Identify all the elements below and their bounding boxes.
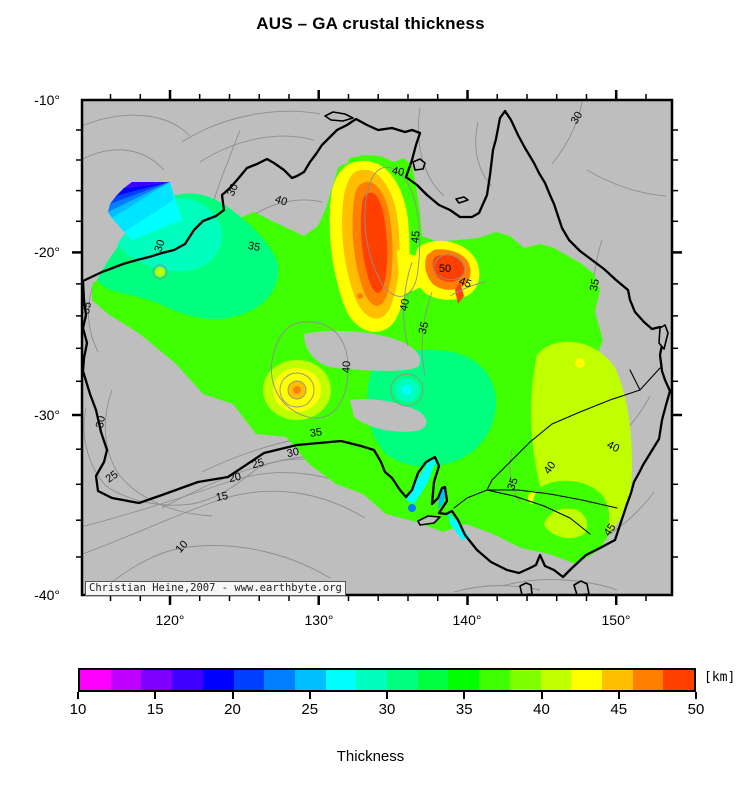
colorbar-tick (154, 692, 157, 699)
lon-label-150: 150° (601, 612, 631, 628)
lat-label-30: -30° (34, 407, 60, 423)
colorbar-title: Thickness (336, 748, 405, 765)
colorbar-segment (663, 670, 695, 690)
colorbar-segment (264, 670, 295, 690)
rivers (453, 367, 661, 535)
page-title: AUS – GA crustal thickness (256, 14, 485, 33)
lat-label-10: -10° (34, 92, 60, 108)
colorbar-unit: [km] (704, 670, 736, 685)
attribution: Christian Heine,2007 - www.earthbyte.org (85, 581, 346, 596)
colorbar-segment (233, 670, 265, 690)
colorbar-tick (231, 692, 234, 699)
colorbar-tick-label: 45 (610, 701, 628, 718)
melville-island (324, 111, 354, 122)
colorbar-tick-label: 50 (687, 701, 705, 718)
islands (324, 111, 669, 595)
colorbar-tick-label: 35 (455, 701, 473, 718)
colorbar-segment (417, 670, 449, 690)
mornington-island (455, 196, 469, 204)
interior-contour-lines (152, 166, 521, 503)
flinders-island (573, 580, 590, 595)
map-frame (80, 98, 674, 597)
thickness-field (92, 150, 632, 564)
colorbar-tick (77, 692, 79, 699)
colorbar-tick-label: 30 (378, 701, 396, 718)
lat-label-20: -20° (34, 244, 60, 260)
colorbar-segment (80, 670, 111, 690)
colorbar-tick-label: 20 (224, 701, 241, 718)
colorbar-tick (463, 692, 466, 699)
colorbar-segment (632, 670, 664, 690)
colorbar-segment (356, 670, 388, 690)
lat-label-40: -40° (34, 587, 60, 603)
colorbar-segment (540, 670, 572, 690)
colorbar-segment (601, 670, 633, 690)
colorbar-tick (308, 692, 311, 699)
australia-coastline (82, 109, 672, 579)
colorbar-tick-label: 15 (146, 701, 164, 718)
colorbar-tick (617, 692, 620, 699)
colorbar-segment (387, 670, 418, 690)
colorbar-tick (695, 692, 697, 699)
colorbar-segment (325, 670, 357, 690)
colorbar-segment (294, 670, 326, 690)
lon-label-120: 120° (155, 612, 185, 628)
colorbar-segment (509, 670, 541, 690)
colorbar-segment (110, 670, 142, 690)
lon-label-130: 130° (304, 612, 334, 628)
kangaroo-island (417, 515, 441, 526)
colorbar-tick-label: 25 (301, 701, 319, 718)
colorbar (78, 668, 696, 692)
colorbar-segment (141, 670, 173, 690)
colorbar-segment (479, 670, 510, 690)
colorbar-segment (202, 670, 234, 690)
map-ticks (72, 90, 682, 605)
groote-eylandt (412, 158, 426, 171)
king-island (519, 582, 533, 595)
colorbar-segment (448, 670, 480, 690)
colorbar-segment (172, 670, 203, 690)
colorbar-tick-label: 10 (69, 701, 87, 718)
fraser-island (658, 324, 669, 350)
lon-label-140: 140° (452, 612, 482, 628)
colorbar-tick-label: 40 (533, 701, 550, 718)
australia-map-svg (72, 90, 682, 605)
colorbar-segment (571, 670, 602, 690)
colorbar-tick (540, 692, 543, 699)
colorbar-tick (386, 692, 388, 699)
